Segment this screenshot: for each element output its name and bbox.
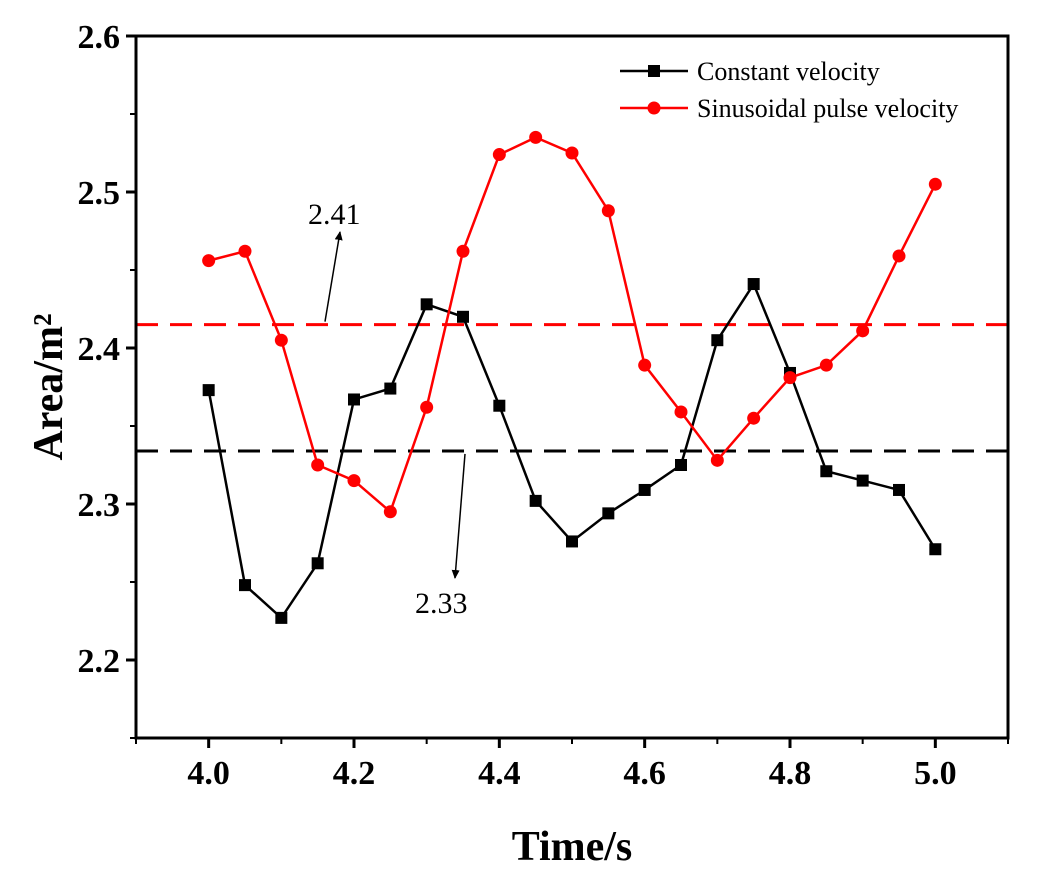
annotations: 2.41 2.33	[308, 198, 468, 620]
annotation-arrow	[451, 453, 466, 579]
data-point	[711, 334, 724, 347]
data-point	[238, 244, 252, 258]
y-axis: 2.2 2.3 2.4 2.5 2.6	[78, 19, 136, 739]
data-point	[456, 244, 470, 258]
data-point	[202, 384, 215, 397]
data-point	[275, 611, 288, 624]
x-tick-label: 4.0	[187, 755, 230, 792]
data-point	[565, 146, 579, 160]
series-layer	[202, 130, 942, 624]
data-point	[820, 465, 833, 478]
x-tick-label: 4.8	[769, 755, 812, 792]
data-point	[529, 130, 543, 144]
x-axis: 4.0 4.2 4.4 4.6 4.8 5.0	[135, 738, 1009, 792]
data-point	[384, 382, 397, 395]
data-point	[819, 358, 833, 372]
y-tick-label: 2.6	[78, 19, 121, 56]
data-point	[383, 505, 397, 519]
data-point	[928, 177, 942, 191]
x-axis-title: Time/s	[512, 824, 633, 870]
legend-marker	[647, 101, 661, 115]
data-point	[783, 371, 797, 385]
data-point	[892, 249, 906, 263]
data-point	[566, 535, 578, 548]
data-point	[856, 324, 870, 338]
data-point	[457, 310, 469, 323]
plot-frame	[134, 34, 1010, 740]
legend: Constant velocity Sinusoidal pulse veloci…	[620, 57, 958, 123]
data-point	[529, 494, 542, 507]
data-point	[347, 474, 361, 488]
y-tick-label: 2.5	[78, 175, 121, 212]
legend-label: Constant velocity	[697, 57, 880, 86]
data-point	[420, 400, 434, 414]
data-point	[602, 507, 615, 520]
data-point	[893, 483, 905, 496]
data-point	[747, 411, 761, 425]
data-point	[601, 204, 615, 218]
legend-label: Sinusoidal pulse velocity	[697, 94, 958, 123]
x-tick-label: 4.2	[333, 755, 376, 792]
data-point	[493, 399, 506, 412]
annotation-arrow	[324, 231, 343, 322]
x-tick-label: 4.4	[478, 755, 521, 792]
y-tick-label: 2.3	[78, 487, 121, 524]
y-axis-title: Area/m²	[26, 313, 72, 460]
data-point	[929, 543, 942, 556]
data-point	[710, 453, 724, 467]
data-point	[239, 579, 251, 592]
data-point	[674, 405, 688, 419]
data-point	[202, 254, 216, 268]
data-point	[311, 557, 324, 570]
annotation-label: 2.33	[415, 587, 468, 620]
data-point	[856, 474, 869, 487]
data-point	[492, 148, 506, 162]
x-tick-label: 5.0	[914, 755, 957, 792]
data-point	[747, 278, 760, 291]
data-point	[675, 459, 687, 471]
data-point	[311, 458, 325, 472]
data-point	[638, 483, 651, 496]
data-point	[420, 298, 433, 311]
annotation-label: 2.41	[308, 198, 361, 231]
y-tick-label: 2.4	[78, 331, 121, 368]
y-tick-label: 2.2	[78, 643, 121, 680]
reference-lines	[136, 323, 1008, 453]
x-tick-label: 4.6	[623, 755, 666, 792]
data-point	[348, 393, 360, 406]
data-point	[638, 358, 652, 372]
data-point	[274, 333, 288, 347]
legend-marker	[648, 65, 660, 77]
